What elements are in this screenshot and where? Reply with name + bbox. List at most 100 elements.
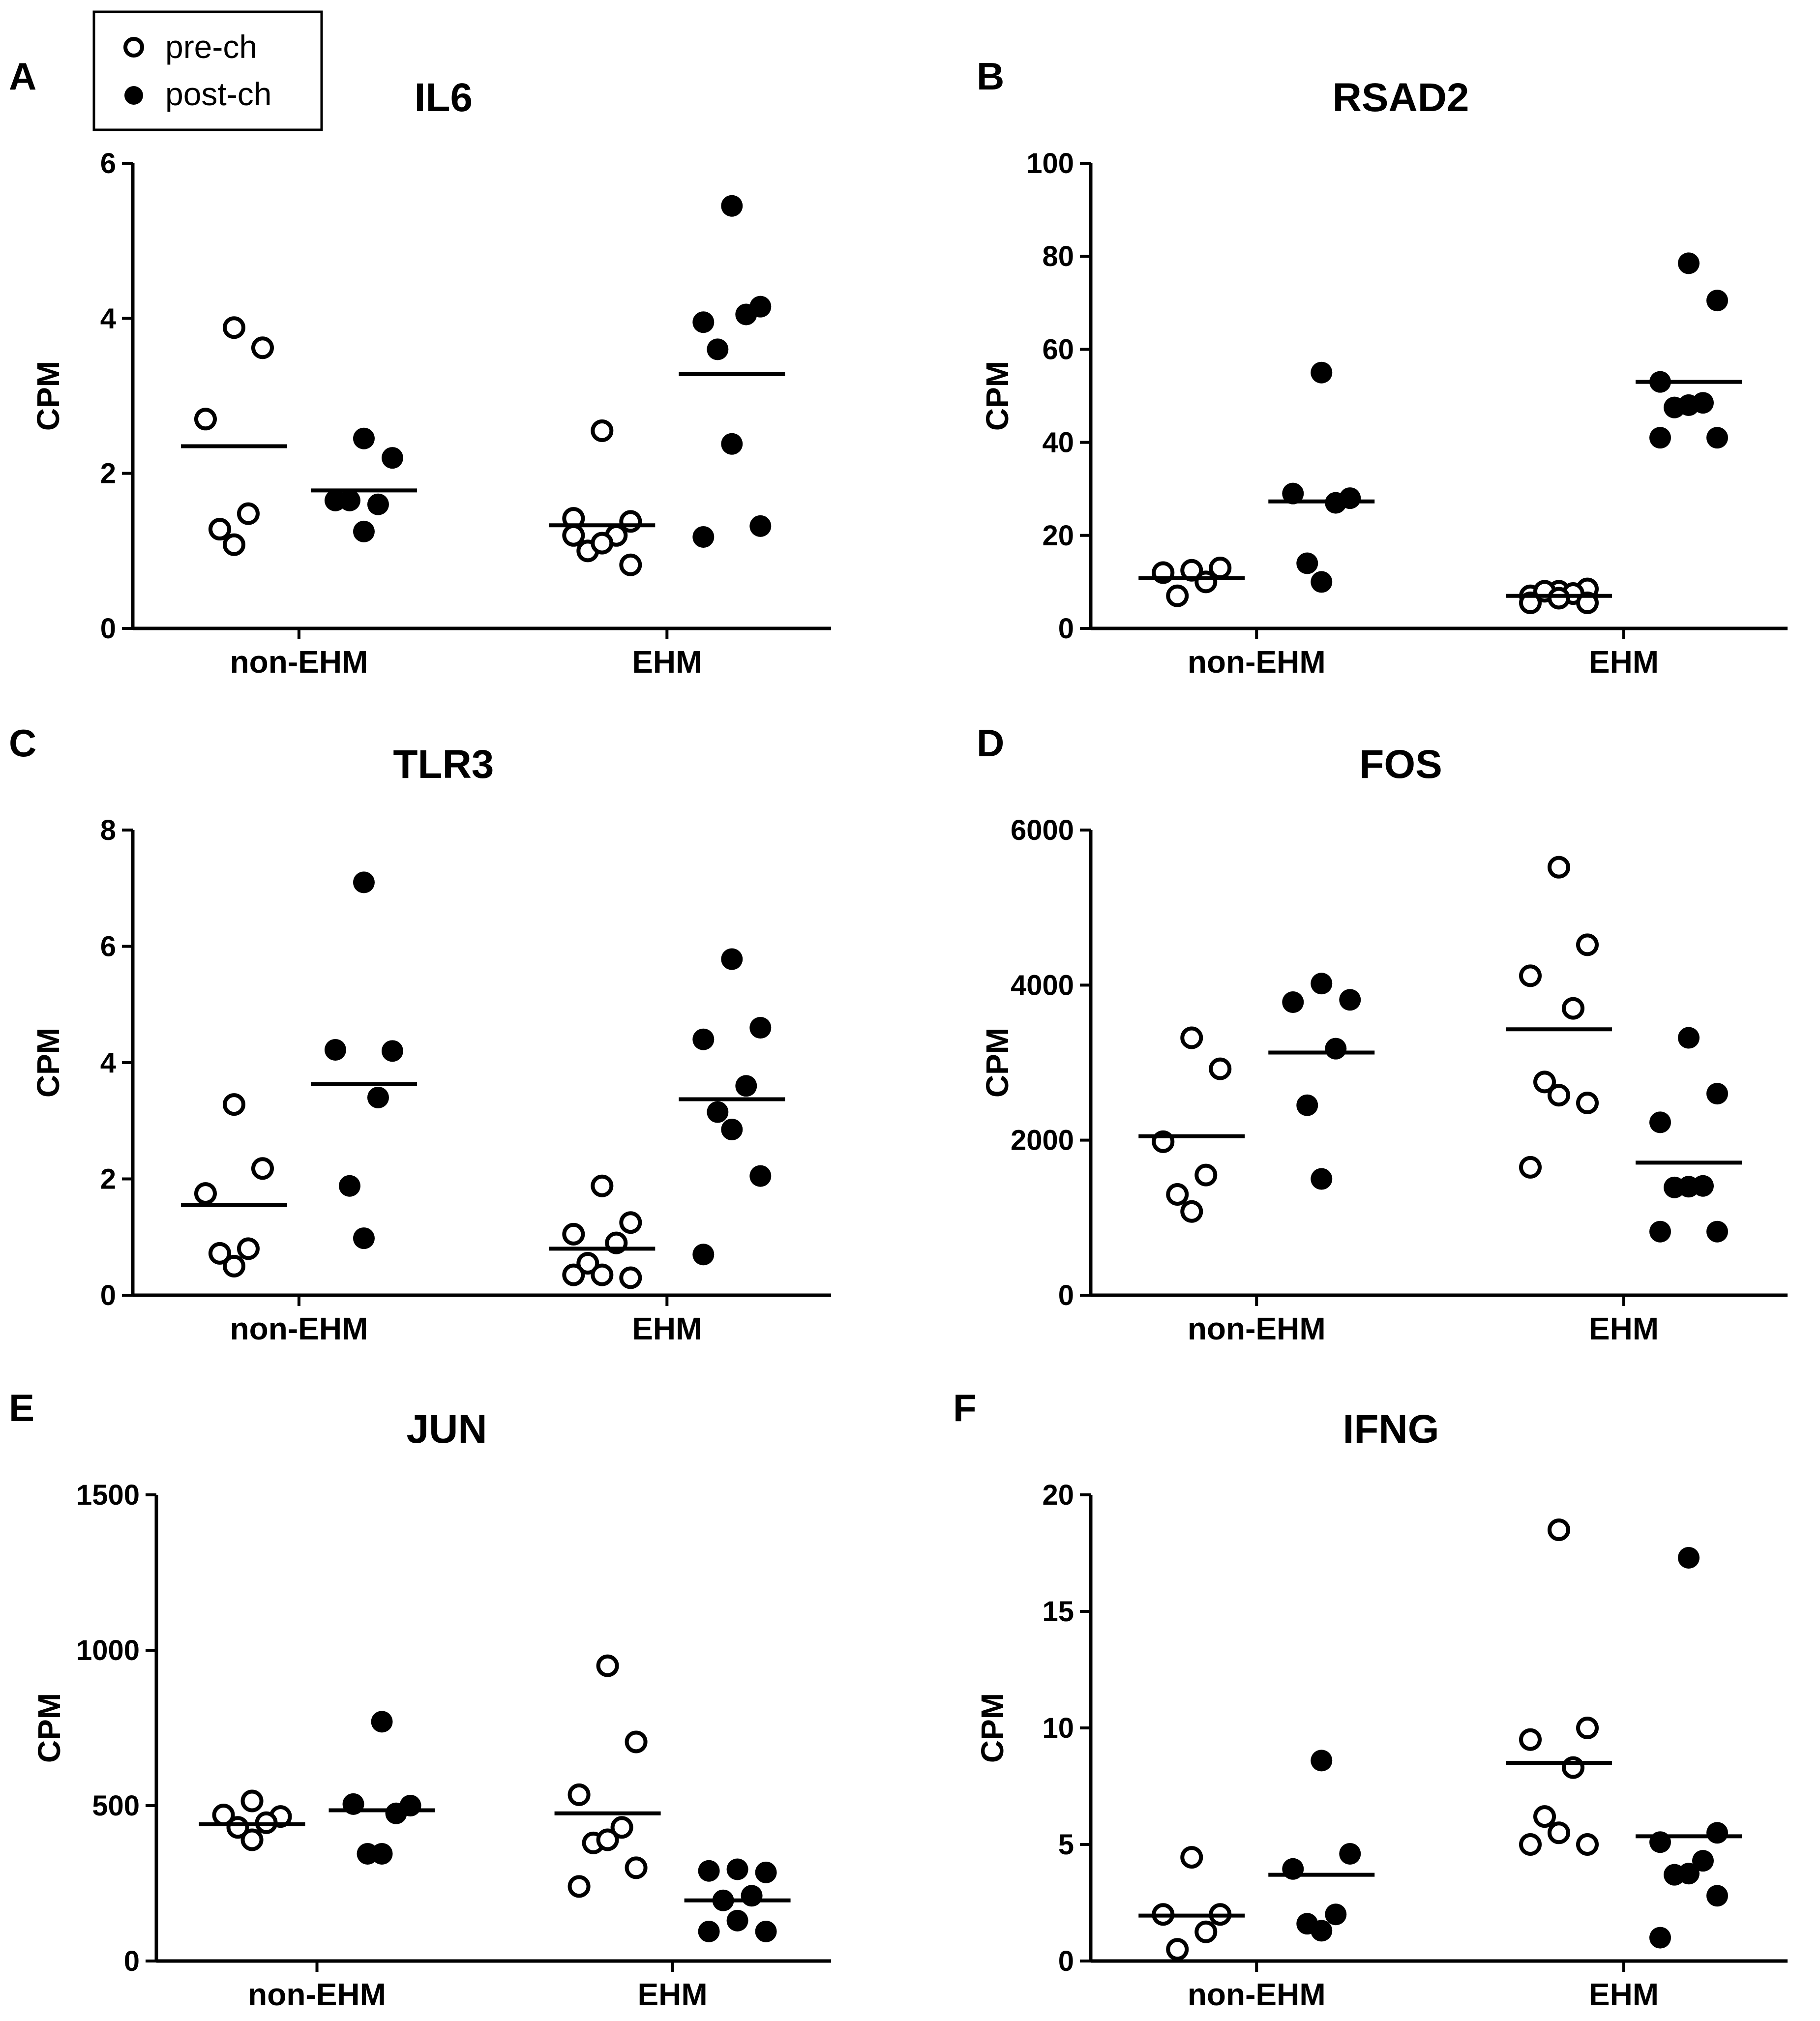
point-f-post-ch-0-1 (1339, 1843, 1361, 1865)
point-e-pre-ch-1-7 (567, 1875, 591, 1898)
point-b-post-ch-1-6 (1706, 427, 1729, 449)
point-f-pre-ch-1-2 (1519, 1728, 1542, 1751)
legend: pre-ch post-ch (92, 10, 323, 131)
point-b-post-ch-0-4 (1296, 552, 1318, 574)
legend-frame (92, 10, 323, 131)
x-tick-label-c-1: EHM (632, 1311, 702, 1346)
y-tick-label-b-1: 20 (1042, 520, 1074, 552)
point-a-pre-ch-0-0 (222, 316, 245, 339)
y-tick-label-f-4: 20 (1042, 1479, 1074, 1511)
point-e-pre-ch-1-2 (567, 1783, 591, 1806)
point-e-post-ch-1-5 (726, 1909, 748, 1932)
point-f-post-ch-1-7 (1649, 1927, 1671, 1949)
panel-letter-f: F (953, 1386, 977, 1429)
x-tick-label-e-1: EHM (637, 1977, 707, 2012)
point-c-post-ch-0-5 (353, 1227, 375, 1249)
point-f-pre-ch-0-0 (1180, 1846, 1203, 1869)
y-tick-label-a-2: 4 (100, 302, 116, 334)
point-c-pre-ch-1-5 (591, 1263, 614, 1286)
point-a-post-ch-0-5 (353, 520, 375, 542)
point-a-post-ch-0-3 (367, 493, 389, 515)
point-d-post-ch-0-3 (1325, 1038, 1347, 1060)
y-axis-label-c: CPM (30, 1028, 66, 1098)
point-d-pre-ch-0-0 (1180, 1026, 1203, 1049)
point-b-pre-ch-1-6 (1576, 591, 1599, 614)
point-a-post-ch-1-5 (721, 433, 743, 455)
point-f-pre-ch-1-1 (1576, 1717, 1599, 1739)
point-e-pre-ch-0-0 (240, 1789, 264, 1813)
panel-b: B RSAD2 0 20 40 60 80 100 CPM non-EHM EHM (977, 55, 1788, 680)
panel-e: E JUN 0 500 1000 1500 CPM non-EHM EHM (9, 1386, 831, 2012)
y-tick-label-a-1: 2 (100, 458, 116, 490)
point-d-pre-ch-1-7 (1519, 1156, 1542, 1179)
panel-d: D FOS 0 2000 4000 6000 CPM non-EHM EHM (977, 721, 1788, 1346)
x-tick-label-b-1: EHM (1589, 644, 1659, 680)
point-e-post-ch-1-7 (698, 1920, 720, 1942)
point-b-pre-ch-0-3 (1194, 570, 1218, 594)
point-a-pre-ch-0-3 (237, 502, 260, 525)
y-tick-label-b-4: 80 (1042, 240, 1074, 272)
point-c-post-ch-0-4 (338, 1175, 360, 1197)
point-c-post-ch-1-2 (692, 1028, 715, 1050)
point-a-post-ch-1-6 (749, 515, 772, 537)
y-tick-label-e-2: 1000 (76, 1635, 140, 1666)
y-axis-label-d: CPM (980, 1028, 1015, 1098)
point-c-post-ch-0-3 (367, 1086, 389, 1108)
point-e-post-ch-0-3 (385, 1802, 407, 1824)
chart-title-f: IFNG (1343, 1407, 1439, 1452)
x-tick-label-d-1: EHM (1589, 1311, 1659, 1346)
point-d-pre-ch-0-4 (1166, 1183, 1189, 1206)
chart-title-a: IL6 (415, 75, 473, 120)
y-tick-label-f-1: 5 (1058, 1829, 1074, 1861)
point-b-post-ch-1-1 (1706, 290, 1729, 312)
point-a-pre-ch-1-5 (591, 532, 614, 555)
point-a-pre-ch-0-2 (194, 408, 217, 431)
point-c-post-ch-1-6 (749, 1165, 772, 1187)
point-e-post-ch-1-0 (726, 1858, 748, 1880)
y-tick-label-e-3: 1500 (76, 1479, 140, 1511)
point-f-post-ch-1-5 (1678, 1863, 1700, 1885)
point-f-post-ch-1-6 (1706, 1885, 1729, 1907)
point-f-post-ch-1-1 (1706, 1822, 1729, 1844)
point-b-post-ch-0-2 (1282, 482, 1304, 505)
point-a-post-ch-1-0 (721, 195, 743, 217)
point-e-post-ch-1-2 (698, 1860, 720, 1882)
point-c-post-ch-1-7 (692, 1244, 715, 1266)
y-axis-label-e: CPM (31, 1693, 67, 1763)
point-c-pre-ch-0-0 (222, 1093, 245, 1116)
y-tick-label-f-3: 15 (1042, 1596, 1074, 1628)
y-tick-label-d-2: 4000 (1011, 969, 1074, 1001)
point-d-post-ch-1-6 (1706, 1220, 1729, 1243)
point-c-pre-ch-0-1 (251, 1157, 274, 1180)
point-d-pre-ch-1-5 (1548, 1084, 1571, 1107)
y-axis-label-a: CPM (30, 361, 66, 431)
y-axis-label-b: CPM (980, 361, 1015, 431)
y-tick-label-b-3: 60 (1042, 333, 1074, 365)
point-d-post-ch-1-7 (1649, 1220, 1671, 1243)
y-tick-label-c-0: 0 (100, 1279, 116, 1311)
x-tick-label-d-0: non-EHM (1188, 1311, 1326, 1346)
point-a-pre-ch-1-0 (591, 419, 614, 442)
point-e-pre-ch-0-5 (240, 1828, 264, 1851)
point-f-post-ch-1-3 (1692, 1850, 1714, 1872)
point-c-post-ch-0-2 (324, 1039, 346, 1061)
point-d-pre-ch-0-5 (1180, 1200, 1203, 1223)
point-d-pre-ch-1-4 (1533, 1070, 1556, 1094)
point-d-post-ch-0-2 (1282, 991, 1304, 1013)
point-c-post-ch-0-1 (381, 1040, 403, 1062)
y-tick-label-c-1: 2 (100, 1163, 116, 1195)
x-tick-label-f-0: non-EHM (1188, 1977, 1326, 2012)
point-f-pre-ch-1-0 (1548, 1518, 1571, 1542)
panel-letter-d: D (977, 721, 1004, 765)
point-d-post-ch-1-5 (1678, 1176, 1700, 1198)
point-a-post-ch-0-1 (381, 447, 403, 469)
point-a-post-ch-1-2 (692, 311, 715, 333)
point-f-post-ch-0-5 (1311, 1920, 1333, 1942)
y-tick-label-f-0: 0 (1058, 1945, 1074, 1977)
point-f-pre-ch-1-6 (1576, 1833, 1599, 1856)
panel-a: A IL6 0 2 4 6 CPM non-EHM EHM (9, 55, 831, 680)
x-tick-label-a-1: EHM (632, 644, 702, 680)
point-d-post-ch-0-0 (1311, 973, 1333, 995)
point-a-post-ch-1-3 (735, 303, 757, 326)
